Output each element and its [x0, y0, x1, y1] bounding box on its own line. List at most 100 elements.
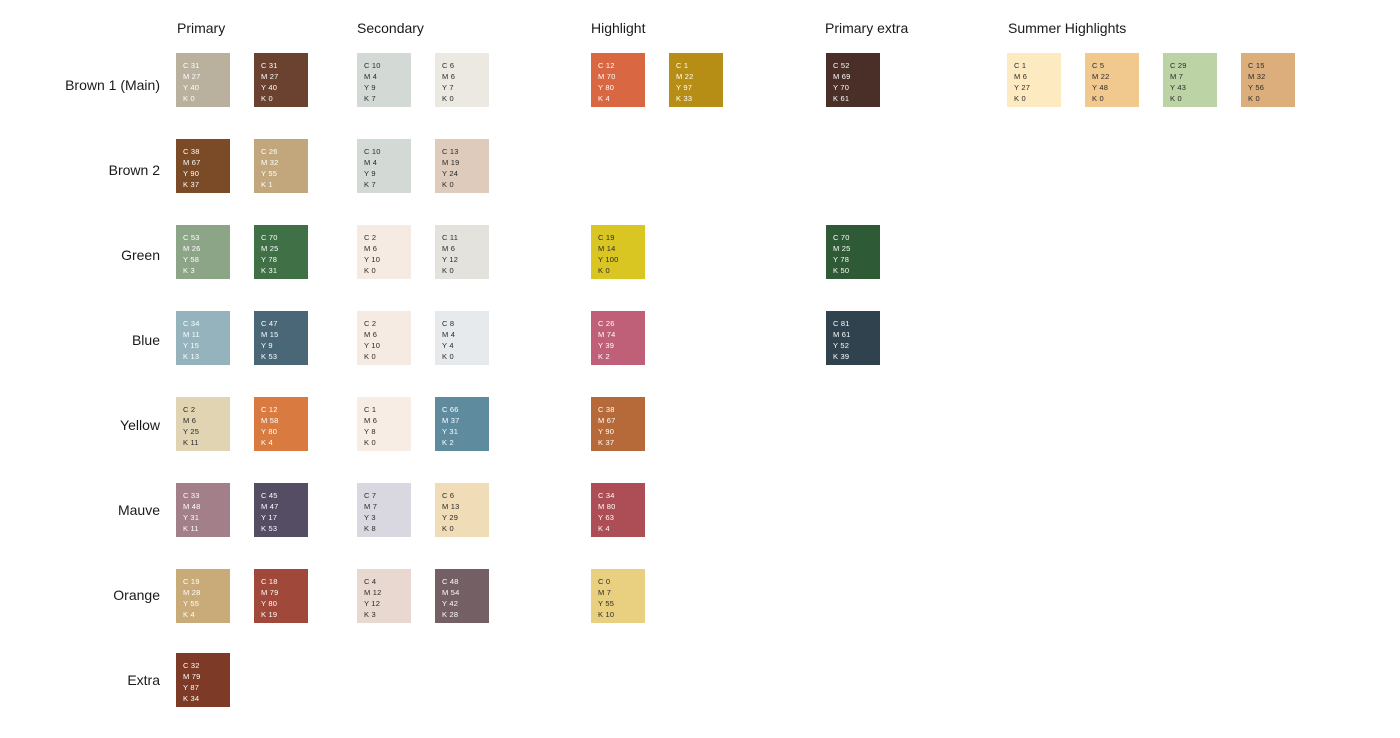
cyan-value: C 81 — [833, 319, 850, 328]
cyan-value: C 11 — [442, 233, 459, 242]
color-swatch: C 10 M 4 Y 9 K 7 — [357, 139, 411, 193]
yellow-value: Y 55 — [598, 599, 615, 608]
cyan-value: C 52 — [833, 61, 850, 70]
magenta-value: M 12 — [364, 588, 382, 597]
cyan-value: C 2 — [183, 405, 196, 414]
black-value: K 1 — [261, 180, 273, 189]
cyan-value: C 13 — [442, 147, 459, 156]
color-swatch: C 45 M 47 Y 17 K 53 — [254, 483, 308, 537]
yellow-value: Y 78 — [833, 255, 850, 264]
magenta-value: M 6 — [364, 330, 378, 339]
row-label-orange: Orange — [113, 587, 160, 603]
magenta-value: M 7 — [1170, 72, 1184, 81]
black-value: K 4 — [261, 438, 273, 447]
magenta-value: M 4 — [364, 158, 378, 167]
row-label-brown-2: Brown 2 — [108, 162, 160, 178]
column-header-primary: Primary — [177, 20, 226, 36]
magenta-value: M 58 — [261, 416, 279, 425]
yellow-value: Y 3 — [364, 513, 376, 522]
column-header-secondary: Secondary — [357, 20, 424, 36]
color-swatch: C 47 M 15 Y 9 K 53 — [254, 311, 308, 365]
black-value: K 11 — [183, 438, 199, 447]
cyan-value: C 38 — [183, 147, 200, 156]
yellow-value: Y 9 — [261, 341, 273, 350]
magenta-value: M 74 — [598, 330, 616, 339]
yellow-value: Y 52 — [833, 341, 850, 350]
color-swatch: C 0 M 7 Y 55 K 10 — [591, 569, 645, 623]
magenta-value: M 37 — [442, 416, 460, 425]
yellow-value: Y 43 — [1170, 83, 1187, 92]
cyan-value: C 8 — [442, 319, 455, 328]
color-swatch: C 53 M 26 Y 58 K 3 — [176, 225, 230, 279]
magenta-value: M 70 — [598, 72, 616, 81]
yellow-value: Y 78 — [261, 255, 278, 264]
magenta-value: M 7 — [364, 502, 378, 511]
color-swatch: C 29 M 7 Y 43 K 0 — [1163, 53, 1217, 107]
cyan-value: C 70 — [261, 233, 278, 242]
color-swatch: C 70 M 25 Y 78 K 31 — [254, 225, 308, 279]
magenta-value: M 22 — [1092, 72, 1110, 81]
color-swatch: C 4 M 12 Y 12 K 3 — [357, 569, 411, 623]
yellow-value: Y 48 — [1092, 83, 1109, 92]
magenta-value: M 27 — [261, 72, 279, 81]
yellow-value: Y 25 — [183, 427, 200, 436]
black-value: K 13 — [183, 352, 200, 361]
black-value: K 0 — [442, 266, 454, 275]
yellow-value: Y 17 — [261, 513, 278, 522]
cyan-value: C 15 — [1248, 61, 1265, 70]
cyan-value: C 19 — [598, 233, 615, 242]
cyan-value: C 33 — [183, 491, 200, 500]
color-swatch: C 12 M 58 Y 80 K 4 — [254, 397, 308, 451]
cyan-value: C 6 — [442, 61, 455, 70]
magenta-value: M 6 — [442, 244, 456, 253]
cyan-value: C 34 — [183, 319, 200, 328]
yellow-value: Y 100 — [598, 255, 619, 264]
black-value: K 0 — [442, 352, 454, 361]
magenta-value: M 32 — [1248, 72, 1266, 81]
color-swatch: C 31 M 27 Y 40 K 0 — [176, 53, 230, 107]
black-value: K 0 — [1014, 94, 1026, 103]
color-swatch: C 2 M 6 Y 25 K 11 — [176, 397, 230, 451]
yellow-value: Y 29 — [442, 513, 459, 522]
black-value: K 53 — [261, 524, 278, 533]
yellow-value: Y 27 — [1014, 83, 1031, 92]
yellow-value: Y 31 — [442, 427, 459, 436]
cyan-value: C 48 — [442, 577, 459, 586]
black-value: K 37 — [598, 438, 615, 447]
color-swatch: C 6 M 6 Y 7 K 0 — [435, 53, 489, 107]
black-value: K 3 — [364, 610, 376, 619]
magenta-value: M 6 — [442, 72, 456, 81]
color-swatch: C 12 M 70 Y 80 K 4 — [591, 53, 645, 107]
magenta-value: M 25 — [833, 244, 851, 253]
color-swatch: C 38 M 67 Y 90 K 37 — [176, 139, 230, 193]
magenta-value: M 7 — [598, 588, 612, 597]
yellow-value: Y 55 — [261, 169, 278, 178]
color-swatch: C 2 M 6 Y 10 K 0 — [357, 311, 411, 365]
yellow-value: Y 80 — [261, 427, 278, 436]
black-value: K 2 — [598, 352, 610, 361]
yellow-value: Y 87 — [183, 683, 200, 692]
magenta-value: M 6 — [364, 244, 378, 253]
color-swatch: C 81 M 61 Y 52 K 39 — [826, 311, 880, 365]
yellow-value: Y 8 — [364, 427, 376, 436]
row-label-brown-1: Brown 1 (Main) — [65, 77, 160, 93]
cyan-value: C 1 — [676, 61, 689, 70]
cyan-value: C 12 — [598, 61, 615, 70]
black-value: K 0 — [183, 94, 195, 103]
yellow-value: Y 97 — [676, 83, 693, 92]
color-swatch: C 52 M 69 Y 70 K 61 — [826, 53, 880, 107]
black-value: K 7 — [364, 94, 376, 103]
cyan-value: C 53 — [183, 233, 200, 242]
color-swatch: C 33 M 48 Y 31 K 11 — [176, 483, 230, 537]
cyan-value: C 10 — [364, 61, 381, 70]
magenta-value: M 6 — [183, 416, 197, 425]
cyan-value: C 45 — [261, 491, 278, 500]
yellow-value: Y 56 — [1248, 83, 1265, 92]
yellow-value: Y 10 — [364, 341, 381, 350]
black-value: K 0 — [1092, 94, 1104, 103]
cyan-value: C 2 — [364, 233, 377, 242]
cyan-value: C 29 — [1170, 61, 1187, 70]
color-swatch: C 13 M 19 Y 24 K 0 — [435, 139, 489, 193]
magenta-value: M 79 — [183, 672, 201, 681]
yellow-value: Y 58 — [183, 255, 200, 264]
